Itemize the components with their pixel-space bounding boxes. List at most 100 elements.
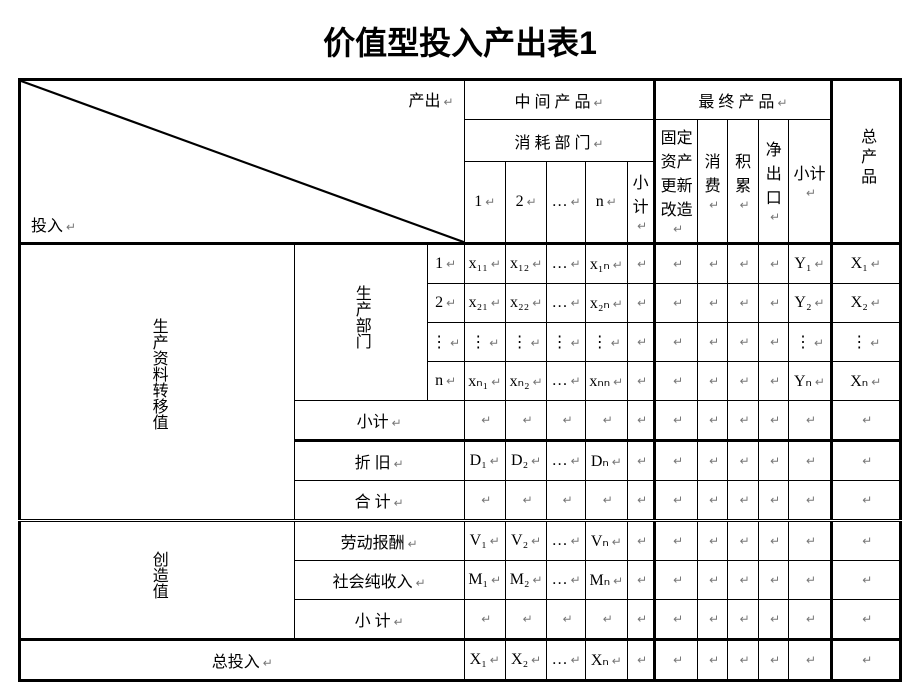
cell [728, 284, 759, 323]
cell: ⋮ [505, 323, 546, 362]
row-group-created: 创造值 [20, 521, 295, 640]
cell [789, 521, 831, 561]
cell: … [547, 521, 586, 561]
cell: xₙ₂ [505, 362, 546, 401]
cell [728, 441, 759, 481]
cell: … [547, 640, 586, 681]
cell [655, 481, 697, 521]
col-2: 2 [505, 162, 546, 244]
col-dots: … [547, 162, 586, 244]
cell: Mₙ [585, 561, 627, 600]
cell [728, 401, 759, 441]
cell [728, 640, 759, 681]
cell: ⋮ [831, 323, 900, 362]
cell [547, 600, 586, 640]
cell: X₁ [464, 640, 505, 681]
cell: V₁ [464, 521, 505, 561]
cell: … [547, 362, 586, 401]
cell [464, 401, 505, 441]
cell: ⋮ [585, 323, 627, 362]
cell: x₂₂ [505, 284, 546, 323]
axis-output-label: 产出 [409, 87, 454, 111]
axis-input-label: 投入 [31, 212, 76, 236]
cell [728, 561, 759, 600]
cell [789, 401, 831, 441]
cell [627, 561, 655, 600]
cell [831, 521, 900, 561]
cell [505, 600, 546, 640]
cell: X₂ [831, 284, 900, 323]
cell [547, 401, 586, 441]
cell [464, 600, 505, 640]
row-total-input-label: 总投入 [20, 640, 465, 681]
row-labor-label: 劳动报酬 [294, 521, 464, 561]
cell: … [547, 441, 586, 481]
cell [758, 640, 789, 681]
cell [697, 441, 728, 481]
page-title: 价值型投入产出表1 [18, 18, 902, 64]
cell: Vₙ [585, 521, 627, 561]
cell [697, 640, 728, 681]
cell [758, 401, 789, 441]
cell [789, 561, 831, 600]
cell [758, 441, 789, 481]
cell [697, 244, 728, 284]
cell [585, 481, 627, 521]
cell [655, 401, 697, 441]
cell [758, 323, 789, 362]
cell [585, 600, 627, 640]
cell [831, 481, 900, 521]
cell: Y₁ [789, 244, 831, 284]
cell: xₙₙ [585, 362, 627, 401]
cell [655, 323, 697, 362]
cell: x₁₁ [464, 244, 505, 284]
cell [831, 600, 900, 640]
cell [728, 600, 759, 640]
cell: M₂ [505, 561, 546, 600]
cell [547, 481, 586, 521]
row-dots-label: ⋮ [427, 323, 464, 362]
cell [697, 521, 728, 561]
cell [505, 401, 546, 441]
cell [831, 401, 900, 441]
cell [627, 401, 655, 441]
cell [728, 521, 759, 561]
cell: D₂ [505, 441, 546, 481]
cell [627, 284, 655, 323]
cell [697, 481, 728, 521]
row-group-transfer: 生产资料转移值 [20, 244, 295, 521]
cell [655, 441, 697, 481]
cell [728, 323, 759, 362]
row-subtotal-label: 小计 [294, 401, 464, 441]
col-1: 1 [464, 162, 505, 244]
cell [627, 600, 655, 640]
cell [728, 481, 759, 521]
cell [505, 481, 546, 521]
cell [758, 521, 789, 561]
cell [627, 244, 655, 284]
cell [697, 401, 728, 441]
fc-subtotal: 小计 [789, 120, 831, 244]
fc-renew: 固定资产更新改造 [655, 120, 697, 244]
cell: Xₙ [831, 362, 900, 401]
cell: x₂ₙ [585, 284, 627, 323]
cell [789, 481, 831, 521]
fc-accum: 积累 [728, 120, 759, 244]
row-n-label: n [427, 362, 464, 401]
cell: ⋮ [547, 323, 586, 362]
row-1-label: 1 [427, 244, 464, 284]
cell: … [547, 244, 586, 284]
cell [627, 640, 655, 681]
col-subtotal: 小计 [627, 162, 655, 244]
cell: Dₙ [585, 441, 627, 481]
row-social-label: 社会纯收入 [294, 561, 464, 600]
row-2-label: 2 [427, 284, 464, 323]
cell [655, 521, 697, 561]
cell [697, 284, 728, 323]
cell [655, 561, 697, 600]
cell: X₁ [831, 244, 900, 284]
cell: x₁₂ [505, 244, 546, 284]
cell [627, 441, 655, 481]
cell [627, 521, 655, 561]
fc-netexp: 净出口 [758, 120, 789, 244]
